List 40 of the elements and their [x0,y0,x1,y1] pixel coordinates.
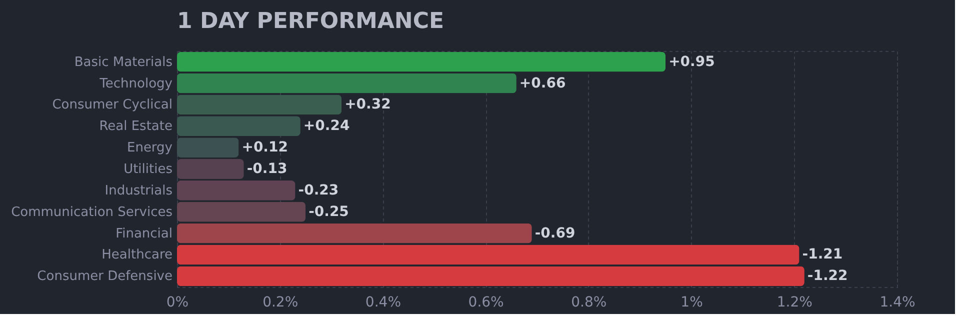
x-tick-label: 0.2% [262,294,298,310]
x-tick-label: 1% [680,294,703,310]
annotation: +0.12 [242,140,288,156]
bar [177,73,516,94]
y-tick-label: Communication Services [11,204,173,220]
bar [177,266,804,286]
y-tick-label: Healthcare [102,248,172,263]
bar [177,94,342,115]
annotation: -0.69 [534,225,576,242]
y-tick-label: Consumer Defensive [37,269,172,284]
x-tick-label: 1.2% [776,294,812,310]
annotation: -1.21 [802,246,843,263]
y-tick-label: Utilities [124,162,173,177]
x-tick-label: 1.4% [880,294,916,310]
x-tick-label: 0% [166,294,189,310]
annotation: +0.24 [303,118,350,134]
x-tick-label: 0.4% [365,294,402,310]
y-tick-label: Industrials [104,183,173,198]
y-tick-label: Technology [98,76,173,92]
x-tick-label: 0.8% [571,294,607,310]
chart-title: 1 DAY PERFORMANCE [177,9,444,34]
annotation: +0.95 [668,54,715,70]
annotation: -0.25 [308,204,349,220]
bar [177,116,300,136]
y-tick-label: Financial [116,226,172,242]
y-tick-label: Basic Materials [74,54,173,70]
y-tick-label: Energy [126,140,173,156]
annotation: -0.13 [246,161,288,177]
annotation: -0.23 [298,182,339,198]
y-tick-label: Real Estate [99,119,172,134]
annotation: +0.32 [344,96,391,113]
bar [177,223,532,244]
annotation: +0.66 [519,75,566,92]
bar [177,52,666,72]
bar [177,138,239,158]
annotation: -1.22 [807,268,848,284]
bar [177,202,306,222]
x-tick-label: 0.6% [468,294,504,310]
bar [177,244,800,265]
y-tick-label: Consumer Cyclical [52,98,172,113]
